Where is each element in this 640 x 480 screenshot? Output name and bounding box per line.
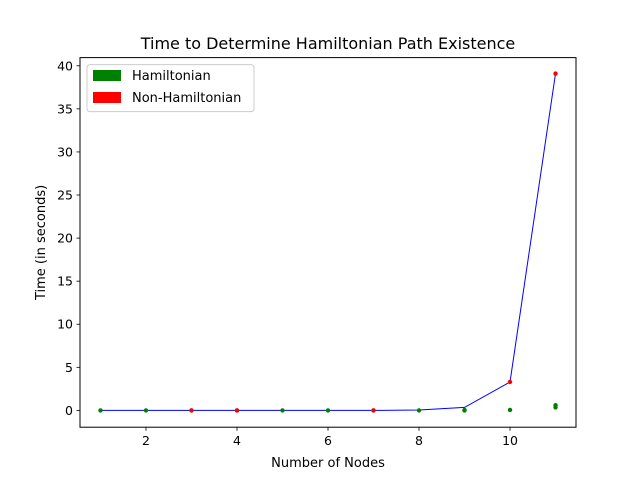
y-tick-label: 10 [57, 317, 73, 332]
legend-label-non-hamiltonian: Non-Hamiltonian [132, 91, 241, 106]
y-tick-label: 35 [57, 101, 73, 116]
chart-title: Time to Determine Hamiltonian Path Exist… [140, 34, 516, 53]
y-tick-label: 15 [57, 274, 73, 289]
non-hamiltonian-point [234, 408, 240, 413]
x-tick-label: 8 [415, 433, 423, 448]
x-axis-label: Number of Nodes [271, 456, 385, 471]
hamiltonian-point [280, 408, 285, 413]
legend: Hamiltonian Non-Hamiltonian [86, 64, 255, 113]
x-tick-label: 4 [233, 433, 241, 448]
y-tick-label: 25 [57, 188, 73, 203]
non-hamiltonian-point [189, 408, 194, 413]
y-tick-label: 20 [57, 231, 73, 246]
hamiltonian-point [553, 403, 558, 408]
hamiltonian-point [98, 408, 103, 413]
legend-swatch-hamiltonian [93, 70, 121, 81]
non-hamiltonian-point [371, 408, 376, 413]
legend-label-hamiltonian: Hamiltonian [132, 69, 211, 84]
y-axis-label: Time (in seconds) [34, 185, 49, 301]
x-tick-label: 10 [502, 433, 518, 448]
x-tick-label: 6 [324, 433, 332, 448]
hamiltonian-point [462, 407, 467, 413]
legend-swatch-non-hamiltonian [93, 92, 121, 103]
y-tick-label: 0 [65, 403, 73, 418]
y-tick-label: 40 [57, 58, 73, 73]
y-tick-label: 30 [57, 144, 73, 159]
hamiltonian-point [325, 408, 331, 413]
x-tick-label: 2 [142, 433, 150, 448]
non-hamiltonian-point [553, 71, 558, 76]
non-hamiltonian-point [507, 379, 513, 385]
hamiltonian-point [507, 407, 513, 413]
plot-area [98, 71, 558, 413]
y-tick-label: 5 [65, 360, 73, 375]
hamiltonian-point [143, 408, 149, 413]
hamiltonian-point [416, 408, 422, 413]
legend-box [86, 64, 255, 113]
